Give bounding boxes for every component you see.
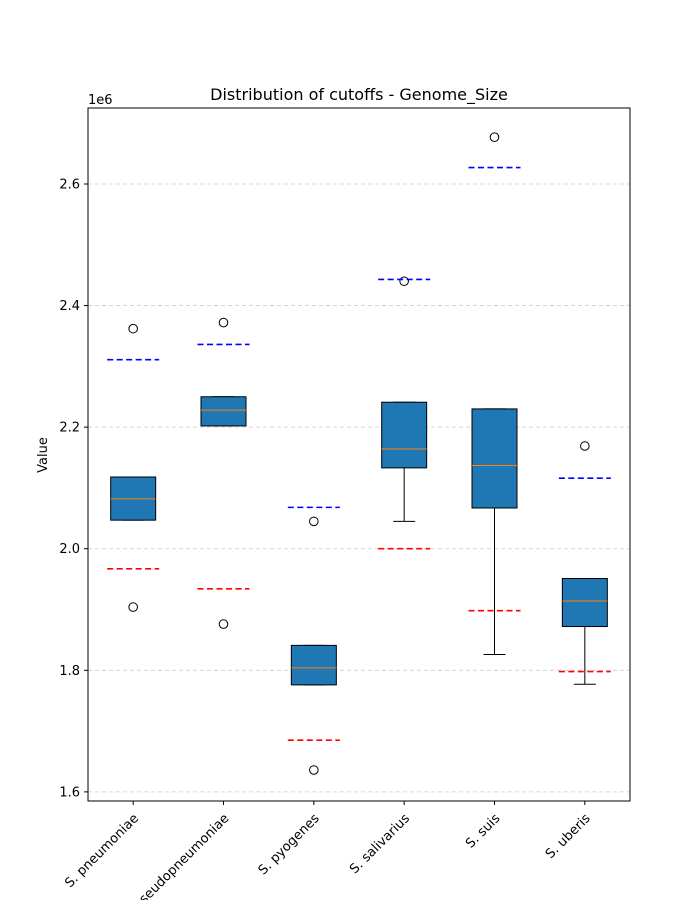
x-tick-label: S. suis: [463, 811, 503, 851]
box-iqr: [561, 578, 608, 628]
y-tick-label: 1.6: [59, 785, 80, 800]
y-tick-label: 1.8: [59, 664, 80, 679]
outlier-point: [128, 602, 138, 612]
x-tick-label: S. salivarius: [347, 811, 413, 877]
plot-frame: [87, 107, 631, 802]
outlier-point: [309, 765, 319, 775]
x-tick-label: S. pyogenes: [256, 811, 323, 878]
box-iqr: [290, 644, 337, 686]
box-iqr: [200, 396, 247, 427]
x-tick-label: S. uberis: [543, 811, 594, 862]
box-iqr: [381, 401, 428, 469]
y-tick-label: 2.0: [59, 542, 80, 557]
y-tick-label: 2.6: [59, 177, 80, 192]
outlier-point: [128, 323, 138, 334]
x-tick-label: S. pneumoniae: [62, 811, 142, 891]
outlier-point: [218, 317, 229, 328]
y-axis-label: Value: [36, 437, 51, 473]
box-iqr: [471, 408, 518, 509]
outlier-point: [218, 619, 229, 629]
outlier-point: [580, 441, 590, 451]
y-tick-label: 2.2: [59, 421, 80, 436]
y-axis-offset-label: 1e6: [88, 93, 113, 108]
outlier-point: [489, 132, 500, 142]
outlier-point: [399, 276, 409, 287]
chart-title: Distribution of cutoffs - Genome_Size: [210, 85, 508, 105]
outlier-point: [309, 516, 319, 527]
y-tick-label: 2.4: [59, 299, 80, 314]
